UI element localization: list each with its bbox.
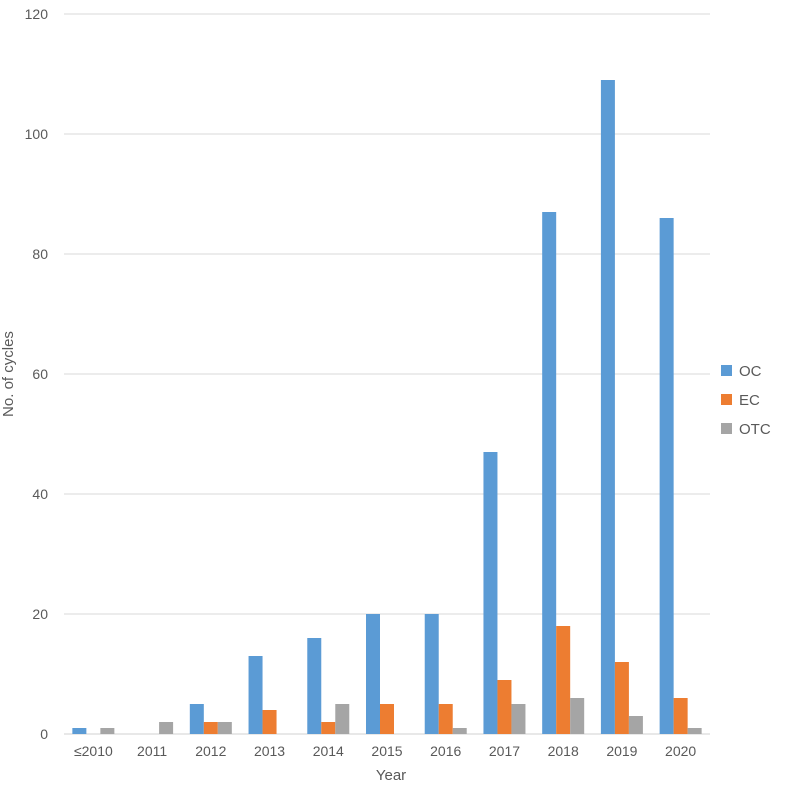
- bar-oc-10: [659, 218, 674, 734]
- bar-oc-7: [483, 452, 498, 734]
- y-tick-label: 80: [32, 246, 48, 262]
- x-axis-ticks: ≤2010 2011 2012 2013 2014 2015 2016 2017 2018 201…: [74, 743, 696, 759]
- legend-swatch-ec: [721, 394, 732, 405]
- legend-label-ec: EC: [739, 392, 760, 409]
- legend-label-otc: OTC: [739, 421, 771, 438]
- bar-ec-8: [556, 626, 571, 734]
- x-tick-label: 2017: [489, 743, 520, 759]
- bar-oc-8: [542, 212, 557, 734]
- bar-ec-3: [262, 710, 277, 734]
- bar-otc-10: [687, 728, 702, 734]
- bar-otc-9: [628, 716, 643, 734]
- bar-ec-4: [321, 722, 336, 734]
- x-tick-label: ≤2010: [74, 743, 113, 759]
- bar-otc-6: [452, 728, 467, 734]
- x-tick-label: 2011: [137, 743, 167, 759]
- y-axis-ticks: 0 20 40 60 80 100 120: [25, 6, 49, 742]
- y-tick-label: 60: [32, 366, 48, 382]
- y-axis-label: No. of cycles: [0, 331, 17, 417]
- bar-ec-10: [673, 698, 688, 734]
- gridlines: [64, 13, 710, 735]
- bar-oc-0: [72, 728, 87, 734]
- bar-otc-1: [159, 722, 174, 734]
- x-tick-label: 2019: [606, 743, 637, 759]
- bar-otc-2: [217, 722, 232, 734]
- bar-oc-9: [600, 80, 615, 734]
- bar-oc-4: [307, 638, 322, 734]
- x-tick-label: 2016: [430, 743, 461, 759]
- x-tick-label: 2018: [548, 743, 579, 759]
- y-tick-label: 0: [40, 726, 48, 742]
- bar-oc-5: [366, 614, 380, 734]
- bar-otc-4: [335, 704, 350, 734]
- x-tick-label: 2014: [313, 743, 344, 759]
- bar-ec-5: [380, 704, 394, 734]
- y-tick-label: 120: [25, 6, 49, 22]
- bar-oc-2: [189, 704, 204, 734]
- bar-otc-7: [511, 704, 526, 734]
- x-axis-label: Year: [376, 767, 406, 784]
- bar-oc-3: [248, 656, 263, 734]
- legend-swatch-oc: [721, 365, 732, 376]
- bar-otc-0: [100, 728, 115, 734]
- legend-swatch-otc: [721, 423, 732, 434]
- y-tick-label: 40: [32, 486, 48, 502]
- x-tick-label: 2020: [665, 743, 696, 759]
- legend-label-oc: OC: [739, 363, 762, 380]
- bar-ec-7: [497, 680, 512, 734]
- legend: OC EC OTC: [721, 363, 771, 438]
- y-tick-label: 20: [32, 606, 48, 622]
- bars: [72, 80, 702, 734]
- bar-oc-6: [424, 614, 439, 734]
- bar-ec-9: [614, 662, 629, 734]
- x-tick-label: 2013: [254, 743, 285, 759]
- bar-ec-2: [203, 722, 218, 734]
- bar-otc-8: [570, 698, 585, 734]
- x-tick-label: 2012: [195, 743, 226, 759]
- x-tick-label: 2015: [371, 743, 402, 759]
- y-tick-label: 100: [25, 126, 49, 142]
- bar-ec-6: [438, 704, 453, 734]
